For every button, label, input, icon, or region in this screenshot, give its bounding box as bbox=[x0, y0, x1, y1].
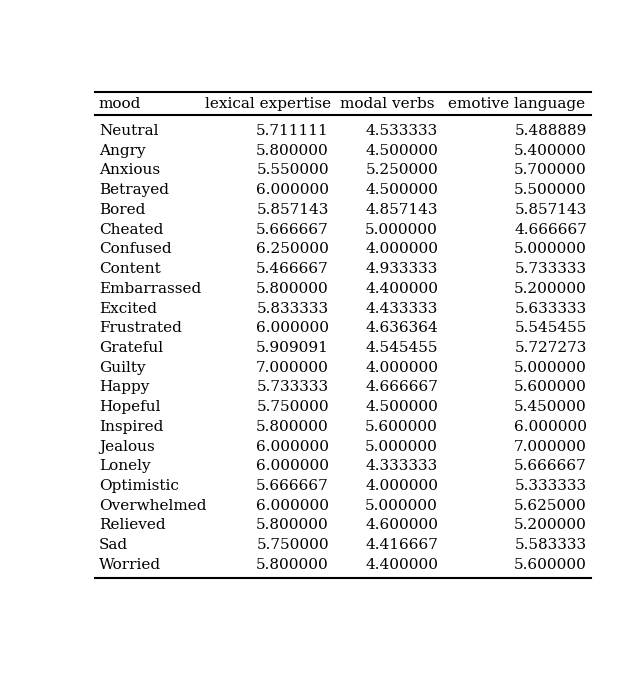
Text: 5.600000: 5.600000 bbox=[514, 380, 587, 394]
Text: 5.000000: 5.000000 bbox=[365, 222, 438, 237]
Text: Grateful: Grateful bbox=[99, 341, 163, 355]
Text: Angry: Angry bbox=[99, 144, 145, 158]
Text: Happy: Happy bbox=[99, 380, 149, 394]
Text: 6.000000: 6.000000 bbox=[514, 420, 587, 434]
Text: Lonely: Lonely bbox=[99, 459, 150, 473]
Text: 4.533333: 4.533333 bbox=[366, 124, 438, 138]
Text: 5.800000: 5.800000 bbox=[256, 282, 329, 296]
Text: 5.633333: 5.633333 bbox=[515, 301, 587, 315]
Text: Overwhelmed: Overwhelmed bbox=[99, 499, 206, 513]
Text: 5.500000: 5.500000 bbox=[514, 183, 587, 197]
Text: 5.666667: 5.666667 bbox=[514, 459, 587, 473]
Text: Confused: Confused bbox=[99, 243, 172, 256]
Text: 4.333333: 4.333333 bbox=[366, 459, 438, 473]
Text: 4.000000: 4.000000 bbox=[365, 243, 438, 256]
Text: 4.500000: 4.500000 bbox=[365, 400, 438, 414]
Text: 5.800000: 5.800000 bbox=[256, 420, 329, 434]
Text: 5.711111: 5.711111 bbox=[256, 124, 329, 138]
Text: 5.625000: 5.625000 bbox=[514, 499, 587, 513]
Text: 5.666667: 5.666667 bbox=[256, 222, 329, 237]
Text: 5.000000: 5.000000 bbox=[514, 243, 587, 256]
Text: 7.000000: 7.000000 bbox=[256, 361, 329, 375]
Text: 5.600000: 5.600000 bbox=[365, 420, 438, 434]
Text: 5.545455: 5.545455 bbox=[515, 321, 587, 335]
Text: 5.200000: 5.200000 bbox=[514, 282, 587, 296]
Text: 5.800000: 5.800000 bbox=[256, 518, 329, 532]
Text: 5.000000: 5.000000 bbox=[365, 439, 438, 454]
Text: 5.700000: 5.700000 bbox=[514, 164, 587, 177]
Text: 6.000000: 6.000000 bbox=[256, 459, 329, 473]
Text: 4.000000: 4.000000 bbox=[365, 479, 438, 493]
Text: 5.733333: 5.733333 bbox=[257, 380, 329, 394]
Text: 5.000000: 5.000000 bbox=[365, 499, 438, 513]
Text: mood: mood bbox=[99, 98, 141, 111]
Text: 5.727273: 5.727273 bbox=[515, 341, 587, 355]
Text: 4.933333: 4.933333 bbox=[365, 262, 438, 276]
Text: 4.416667: 4.416667 bbox=[365, 538, 438, 552]
Text: 4.666667: 4.666667 bbox=[514, 222, 587, 237]
Text: 4.400000: 4.400000 bbox=[365, 282, 438, 296]
Text: Cheated: Cheated bbox=[99, 222, 163, 237]
Text: lexical expertise: lexical expertise bbox=[205, 98, 332, 111]
Text: Anxious: Anxious bbox=[99, 164, 160, 177]
Text: 5.488889: 5.488889 bbox=[515, 124, 587, 138]
Text: modal verbs: modal verbs bbox=[340, 98, 435, 111]
Text: 5.750000: 5.750000 bbox=[257, 400, 329, 414]
Text: 6.000000: 6.000000 bbox=[256, 499, 329, 513]
Text: 5.600000: 5.600000 bbox=[514, 558, 587, 572]
Text: 5.250000: 5.250000 bbox=[365, 164, 438, 177]
Text: 5.450000: 5.450000 bbox=[514, 400, 587, 414]
Text: Neutral: Neutral bbox=[99, 124, 158, 138]
Text: Worried: Worried bbox=[99, 558, 161, 572]
Text: 5.200000: 5.200000 bbox=[514, 518, 587, 532]
Text: 5.583333: 5.583333 bbox=[515, 538, 587, 552]
Text: 5.857143: 5.857143 bbox=[257, 203, 329, 217]
Text: Frustrated: Frustrated bbox=[99, 321, 182, 335]
Text: Betrayed: Betrayed bbox=[99, 183, 169, 197]
Text: Hopeful: Hopeful bbox=[99, 400, 161, 414]
Text: Bored: Bored bbox=[99, 203, 145, 217]
Text: 4.500000: 4.500000 bbox=[365, 144, 438, 158]
Text: 4.666667: 4.666667 bbox=[365, 380, 438, 394]
Text: Content: Content bbox=[99, 262, 161, 276]
Text: Optimistic: Optimistic bbox=[99, 479, 179, 493]
Text: 6.000000: 6.000000 bbox=[256, 439, 329, 454]
Text: 7.000000: 7.000000 bbox=[514, 439, 587, 454]
Text: 5.400000: 5.400000 bbox=[514, 144, 587, 158]
Text: 5.833333: 5.833333 bbox=[257, 301, 329, 315]
Text: 5.800000: 5.800000 bbox=[256, 144, 329, 158]
Text: 5.466667: 5.466667 bbox=[256, 262, 329, 276]
Text: 4.500000: 4.500000 bbox=[365, 183, 438, 197]
Text: 5.857143: 5.857143 bbox=[515, 203, 587, 217]
Text: 4.000000: 4.000000 bbox=[365, 361, 438, 375]
Text: 5.000000: 5.000000 bbox=[514, 361, 587, 375]
Text: Sad: Sad bbox=[99, 538, 128, 552]
Text: emotive language: emotive language bbox=[448, 98, 585, 111]
Text: 4.636364: 4.636364 bbox=[365, 321, 438, 335]
Text: 5.750000: 5.750000 bbox=[257, 538, 329, 552]
Text: Relieved: Relieved bbox=[99, 518, 166, 532]
Text: Guilty: Guilty bbox=[99, 361, 145, 375]
Text: 5.550000: 5.550000 bbox=[257, 164, 329, 177]
Text: Excited: Excited bbox=[99, 301, 157, 315]
Text: 6.000000: 6.000000 bbox=[256, 321, 329, 335]
Text: 4.545455: 4.545455 bbox=[365, 341, 438, 355]
Text: 5.800000: 5.800000 bbox=[256, 558, 329, 572]
Text: Embarrassed: Embarrassed bbox=[99, 282, 201, 296]
Text: 5.733333: 5.733333 bbox=[515, 262, 587, 276]
Text: 4.600000: 4.600000 bbox=[365, 518, 438, 532]
Text: 5.666667: 5.666667 bbox=[256, 479, 329, 493]
Text: 5.909091: 5.909091 bbox=[256, 341, 329, 355]
Text: 4.400000: 4.400000 bbox=[365, 558, 438, 572]
Text: 4.857143: 4.857143 bbox=[365, 203, 438, 217]
Text: 5.333333: 5.333333 bbox=[515, 479, 587, 493]
Text: 4.433333: 4.433333 bbox=[365, 301, 438, 315]
Text: Jealous: Jealous bbox=[99, 439, 155, 454]
Text: 6.250000: 6.250000 bbox=[256, 243, 329, 256]
Text: Inspired: Inspired bbox=[99, 420, 163, 434]
Text: 6.000000: 6.000000 bbox=[256, 183, 329, 197]
